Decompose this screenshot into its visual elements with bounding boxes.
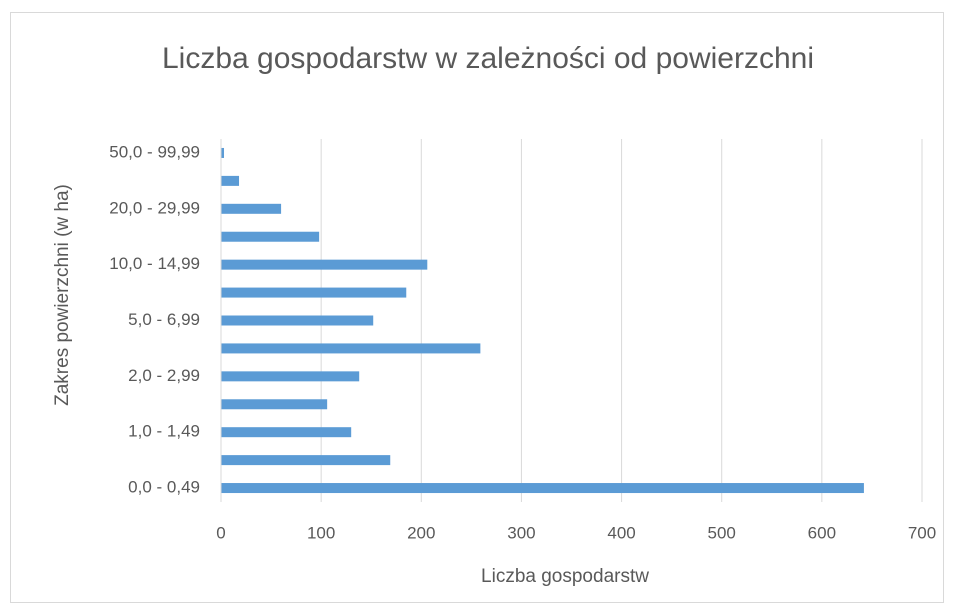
bar <box>221 343 481 354</box>
bar <box>221 175 240 186</box>
chart-border <box>10 12 944 603</box>
bar <box>221 147 225 158</box>
bar <box>221 315 374 326</box>
y-tick-label: 20,0 - 29,99 <box>109 198 200 217</box>
x-tick-label: 700 <box>908 523 936 542</box>
chart-title: Liczba gospodarstw w zależności od powie… <box>162 42 814 75</box>
y-tick-label: 5,0 - 6,99 <box>128 310 200 329</box>
bar <box>221 427 352 438</box>
bar <box>221 399 328 410</box>
y-tick-label: 2,0 - 2,99 <box>128 366 200 385</box>
bar <box>221 287 407 298</box>
bar <box>221 203 282 214</box>
y-tick-label: 1,0 - 1,49 <box>128 422 200 441</box>
x-tick-label: 200 <box>407 523 435 542</box>
x-tick-label: 0 <box>216 523 225 542</box>
x-axis-label: Liczba gospodarstw <box>481 566 649 587</box>
x-tick-label: 100 <box>307 523 335 542</box>
x-tick-label: 500 <box>708 523 736 542</box>
bar <box>221 231 320 242</box>
x-tick-label: 300 <box>507 523 535 542</box>
y-tick-label: 0,0 - 0,49 <box>128 478 200 497</box>
bar <box>221 455 391 466</box>
y-tick-label: 50,0 - 99,99 <box>109 142 200 161</box>
bar <box>221 259 428 270</box>
x-tick-label: 400 <box>607 523 635 542</box>
bar <box>221 483 864 494</box>
y-tick-label: 10,0 - 14,99 <box>109 254 200 273</box>
x-tick-label: 600 <box>808 523 836 542</box>
y-axis-label: Zakres powierzchni (w ha) <box>52 184 73 406</box>
bar <box>221 371 360 382</box>
